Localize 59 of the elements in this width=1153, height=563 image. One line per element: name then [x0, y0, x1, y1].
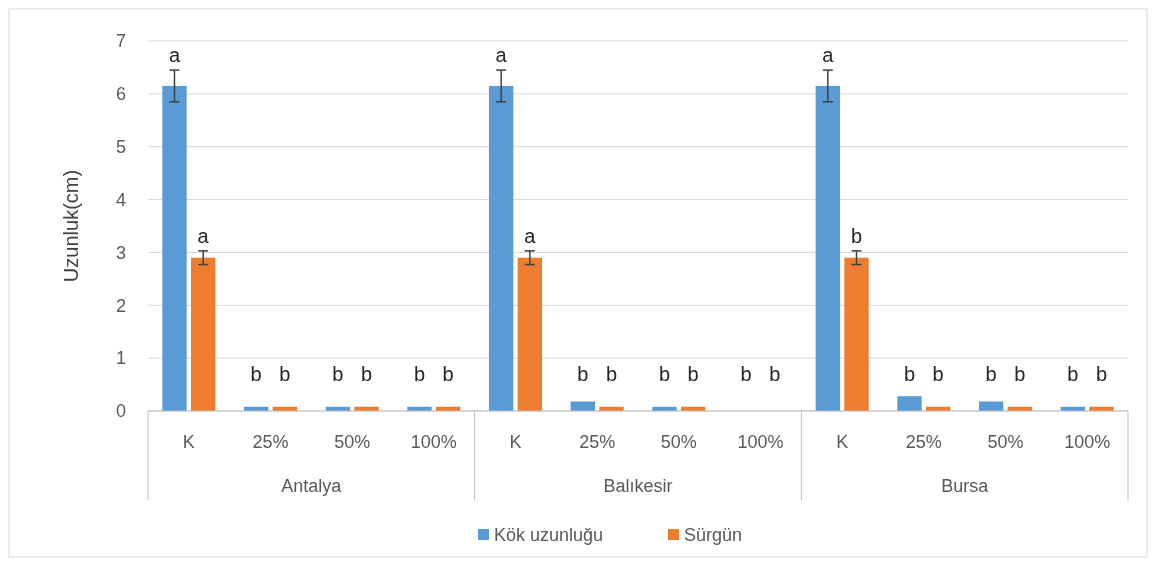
data-label: b [332, 363, 344, 385]
data-label: b [250, 363, 262, 385]
y-tick-label: 3 [115, 242, 126, 263]
y-tick-label: 5 [115, 137, 126, 158]
y-tick-label: 1 [115, 348, 126, 369]
legend-label: Kök uzunluğu [494, 525, 604, 546]
data-label: b [442, 363, 454, 385]
data-label: b [658, 363, 671, 385]
bar [488, 85, 514, 411]
bar [570, 401, 596, 411]
text: Balıkesir [603, 476, 673, 496]
x-tick-label: 25% [579, 432, 616, 452]
x-tick-label: 100% [1064, 432, 1111, 452]
data-label: a [822, 44, 835, 67]
bar [517, 257, 543, 411]
data-label: b [850, 224, 863, 247]
text: Antalya [281, 476, 343, 496]
x-tick-label: 25% [252, 432, 289, 452]
bar [815, 85, 841, 411]
x-tick-label: K [182, 432, 195, 452]
data-label: b [687, 363, 699, 385]
x-tick-label: 100% [410, 432, 457, 452]
data-label: b [740, 363, 752, 385]
x-tick-label: 50% [660, 432, 697, 452]
data-label: b [577, 363, 589, 385]
data-label: b [1095, 363, 1108, 385]
bar [190, 257, 216, 411]
bar [844, 257, 869, 411]
data-label: b [903, 363, 916, 385]
data-label: b [1067, 363, 1079, 385]
x-tick-label: 25% [905, 432, 942, 452]
y-tick-label: 6 [115, 84, 126, 105]
data-label: b [985, 363, 997, 385]
x-tick-label: K [836, 432, 849, 452]
x-tick-label: 50% [334, 432, 371, 452]
data-label: b [360, 363, 373, 385]
data-label: b [932, 363, 944, 385]
x-tick-label: K [509, 432, 522, 452]
y-axis-title: Uzunluk(cm) [60, 169, 82, 283]
data-label: a [495, 44, 508, 67]
data-label: b [279, 363, 291, 385]
x-tick-label: 100% [737, 432, 784, 452]
bar [162, 85, 187, 411]
legend-label: Sürgün [684, 525, 743, 546]
x-tick-label: 50% [987, 432, 1024, 452]
data-label: b [605, 363, 618, 385]
y-tick-label: 7 [115, 31, 126, 52]
data-label: b [1014, 363, 1026, 385]
data-label: b [413, 363, 426, 385]
bar [897, 396, 922, 411]
data-label: a [168, 44, 181, 67]
bar [978, 401, 1004, 411]
data-label: a [524, 224, 537, 247]
y-tick-label: 4 [115, 189, 126, 210]
y-tick-label: 2 [115, 295, 126, 316]
data-label: b [769, 363, 781, 385]
data-label: a [197, 224, 210, 247]
text: Bursa [941, 476, 990, 496]
y-tick-label: 0 [115, 401, 126, 422]
